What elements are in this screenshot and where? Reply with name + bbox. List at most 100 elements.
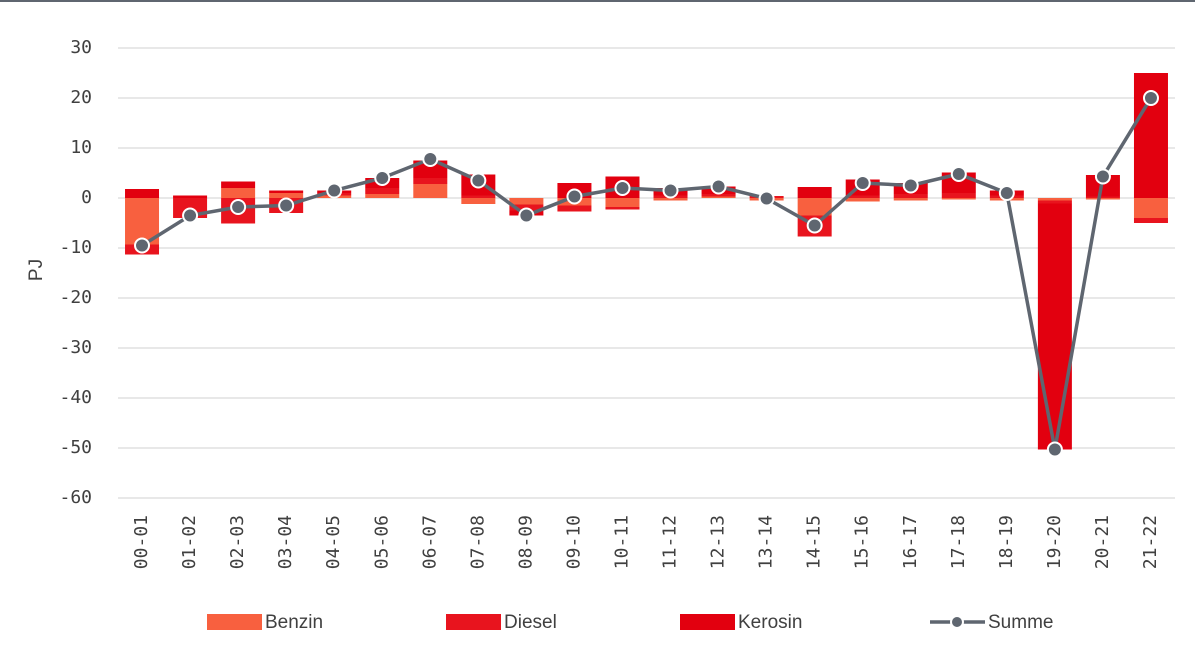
legend-label: Diesel	[504, 612, 557, 633]
bar-segment	[125, 189, 160, 198]
bar-segment	[1037, 200, 1072, 204]
bar-segment	[413, 184, 448, 198]
sum-marker	[374, 170, 391, 186]
sum-marker	[278, 197, 295, 214]
sum-marker	[758, 190, 775, 207]
x-tick-label: 21-22	[1140, 515, 1161, 569]
legend-swatch	[207, 614, 262, 630]
x-tick-label: 03-04	[275, 515, 296, 569]
x-tick-label: 04-05	[323, 515, 344, 569]
bar-segment	[365, 188, 400, 194]
bar-segment	[701, 196, 736, 198]
sum-marker	[902, 177, 919, 194]
x-tick-label: 13-14	[756, 515, 777, 569]
sum-marker	[806, 217, 823, 234]
y-tick-label: 20	[70, 87, 92, 108]
y-tick-label: -40	[59, 387, 92, 408]
bar-segment	[413, 160, 448, 178]
x-tick-label: 08-09	[515, 515, 536, 569]
sum-marker	[662, 182, 679, 199]
x-tick-label: 01-02	[179, 515, 200, 569]
bar-segment	[653, 198, 688, 201]
sum-marker	[1142, 90, 1159, 106]
y-tick-label: -20	[59, 287, 92, 308]
bar-segment	[269, 190, 304, 193]
sum-marker	[1094, 168, 1111, 185]
bar-segment	[845, 198, 880, 202]
y-tick-label: -30	[59, 337, 92, 358]
x-tick-label: 18-19	[996, 515, 1017, 569]
x-tick-label: 11-12	[660, 515, 681, 569]
bar-segment	[941, 193, 976, 198]
sum-marker	[518, 207, 535, 224]
legend-label: Benzin	[265, 612, 323, 633]
sum-marker	[182, 207, 199, 224]
x-tick-label: 00-01	[131, 515, 152, 569]
bar-segment	[893, 194, 928, 198]
x-tick-label: 15-16	[852, 515, 873, 569]
x-tick-label: 20-21	[1092, 515, 1113, 569]
y-tick-label: -50	[59, 437, 92, 458]
sum-marker	[950, 166, 967, 182]
bar-segment	[365, 194, 400, 198]
legend-marker	[950, 615, 964, 629]
y-axis-label: PJ	[26, 259, 47, 281]
x-tick-label: 07-08	[467, 515, 488, 569]
bar-segment	[221, 181, 256, 188]
sum-marker	[470, 172, 487, 189]
sum-marker	[422, 151, 439, 167]
bar-segment	[509, 198, 544, 205]
bar-segment	[701, 194, 736, 197]
legend-swatch	[680, 614, 735, 630]
sum-marker	[1046, 441, 1063, 458]
x-tick-label: 12-13	[708, 515, 729, 569]
sum-marker	[614, 180, 631, 196]
bar-segment	[269, 193, 304, 198]
y-tick-label: -10	[59, 237, 92, 258]
x-tick-label: 05-06	[371, 515, 392, 569]
legend-label: Kerosin	[738, 612, 802, 633]
sum-marker	[326, 182, 343, 199]
x-tick-label: 06-07	[419, 515, 440, 569]
x-tick-label: 09-10	[563, 515, 584, 569]
bar-segment	[461, 195, 496, 198]
bar-segment	[1037, 203, 1072, 450]
bar-segment	[845, 195, 880, 198]
bar-segment	[1133, 198, 1168, 218]
y-tick-label: 30	[70, 37, 92, 58]
bar-segment	[1085, 196, 1120, 198]
bar-segment	[1085, 198, 1120, 200]
bar-segment	[173, 195, 208, 198]
y-tick-label: -60	[59, 487, 92, 508]
bar-segment	[1037, 198, 1072, 201]
legend-label: Summe	[988, 612, 1053, 633]
x-tick-label: 16-17	[900, 515, 921, 569]
legend-swatch	[446, 614, 501, 630]
x-tick-label: 10-11	[611, 515, 632, 569]
x-tick-label: 14-15	[804, 515, 825, 569]
sum-marker	[134, 237, 151, 254]
sum-marker	[566, 188, 583, 205]
bar-segment	[797, 187, 832, 198]
sum-line	[141, 97, 1153, 450]
bar-segment	[605, 198, 640, 207]
bar-segment	[221, 188, 256, 198]
bar-segment	[1133, 218, 1168, 223]
x-tick-label: 02-03	[227, 515, 248, 569]
sum-marker	[710, 178, 727, 195]
y-tick-label: 0	[81, 187, 92, 208]
bar-segment	[941, 198, 976, 200]
bar-segment	[797, 198, 832, 216]
x-tick-label: 17-18	[948, 515, 969, 569]
x-tick-label: 19-20	[1044, 515, 1065, 569]
sum-marker	[998, 185, 1015, 201]
bar-segment	[605, 207, 640, 210]
sum-marker	[854, 175, 871, 191]
y-tick-label: 10	[70, 137, 92, 158]
bar-segment	[893, 198, 928, 201]
sum-marker	[230, 199, 247, 215]
bar-segment	[557, 205, 592, 212]
bar-segment	[413, 178, 448, 184]
bar-segment	[461, 198, 496, 204]
